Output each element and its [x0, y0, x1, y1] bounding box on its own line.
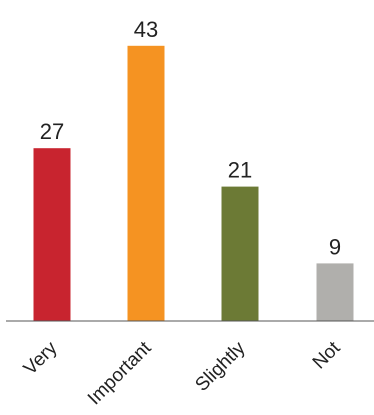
- bars-layer: [33, 45, 354, 322]
- value-labels-layer: 27 43 21 9: [40, 17, 341, 260]
- value-label-important: 43: [134, 17, 158, 42]
- bar-not: [316, 263, 354, 321]
- tick-label-slightly: Slightly: [191, 337, 250, 396]
- tick-label-not: Not: [309, 337, 345, 373]
- value-label-very: 27: [40, 119, 64, 144]
- bar-very: [33, 148, 71, 321]
- value-label-not: 9: [329, 234, 341, 259]
- tick-labels-layer: Very Important Slightly Not: [20, 337, 345, 409]
- tick-label-important: Important: [84, 337, 156, 409]
- bar-slightly: [221, 186, 259, 321]
- value-label-slightly: 21: [228, 158, 252, 183]
- bar-important: [127, 45, 165, 322]
- tick-label-very: Very: [20, 337, 62, 379]
